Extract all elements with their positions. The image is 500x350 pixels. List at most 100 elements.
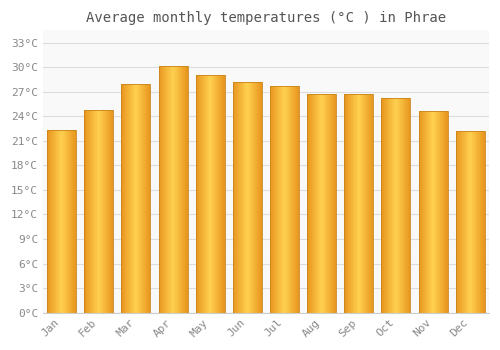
Bar (236, 82, 237, 313)
Bar (108, 110, 109, 313)
Bar (125, 84, 126, 313)
Bar (384, 98, 385, 313)
Bar (240, 82, 241, 313)
Bar (359, 94, 360, 313)
Bar (50, 130, 51, 313)
Bar (88, 110, 90, 313)
Bar (458, 131, 460, 313)
Bar (130, 84, 131, 313)
Bar (54, 130, 55, 313)
Bar (330, 94, 331, 313)
Bar (355, 94, 356, 313)
Bar (261, 82, 262, 313)
Bar (444, 111, 446, 313)
Bar (288, 86, 289, 313)
Bar (175, 65, 176, 313)
Bar (258, 82, 259, 313)
Bar (296, 86, 297, 313)
Bar (334, 94, 336, 313)
Bar (481, 131, 482, 313)
Bar (465, 131, 466, 313)
Bar (446, 111, 447, 313)
Bar (404, 98, 406, 313)
Bar (420, 111, 421, 313)
Bar (469, 131, 470, 313)
Bar (243, 82, 244, 313)
Bar (431, 111, 432, 313)
Bar (428, 111, 429, 313)
Bar (140, 84, 141, 313)
Bar (241, 82, 242, 313)
Bar (432, 111, 433, 313)
Bar (470, 131, 471, 313)
Bar (70, 130, 71, 313)
Bar (172, 65, 173, 313)
Bar (311, 94, 312, 313)
Bar (308, 94, 310, 313)
Bar (361, 94, 362, 313)
Bar (259, 82, 260, 313)
Bar (248, 82, 249, 313)
Bar (138, 84, 139, 313)
Bar (90, 110, 92, 313)
Bar (122, 84, 150, 313)
Bar (456, 131, 458, 313)
Bar (367, 94, 368, 313)
Bar (425, 111, 426, 313)
Bar (162, 65, 163, 313)
Bar (399, 98, 400, 313)
Bar (392, 98, 393, 313)
Bar (158, 65, 160, 313)
Bar (436, 111, 437, 313)
Bar (222, 75, 223, 313)
Bar (86, 110, 87, 313)
Bar (484, 131, 485, 313)
Bar (388, 98, 390, 313)
Bar (109, 110, 110, 313)
Bar (242, 82, 243, 313)
Bar (160, 65, 162, 313)
Bar (313, 94, 314, 313)
Bar (166, 65, 167, 313)
Bar (84, 110, 85, 313)
Bar (71, 130, 72, 313)
Bar (479, 131, 480, 313)
Bar (253, 82, 254, 313)
Bar (124, 84, 125, 313)
Bar (347, 94, 348, 313)
Bar (74, 130, 76, 313)
Bar (252, 82, 253, 313)
Bar (348, 94, 350, 313)
Bar (57, 130, 58, 313)
Bar (409, 98, 410, 313)
Bar (289, 86, 290, 313)
Bar (326, 94, 328, 313)
Bar (184, 65, 186, 313)
Bar (316, 94, 318, 313)
Bar (112, 110, 113, 313)
Bar (390, 98, 391, 313)
Bar (133, 84, 134, 313)
Bar (143, 84, 144, 313)
Bar (212, 75, 213, 313)
Bar (331, 94, 332, 313)
Bar (171, 65, 172, 313)
Bar (280, 86, 281, 313)
Bar (95, 110, 96, 313)
Bar (466, 131, 468, 313)
Bar (328, 94, 329, 313)
Bar (127, 84, 128, 313)
Bar (391, 98, 392, 313)
Bar (66, 130, 68, 313)
Bar (294, 86, 296, 313)
Bar (235, 82, 236, 313)
Bar (298, 86, 299, 313)
Bar (383, 98, 384, 313)
Bar (314, 94, 315, 313)
Bar (197, 75, 198, 313)
Bar (344, 94, 374, 313)
Bar (65, 130, 66, 313)
Bar (260, 82, 261, 313)
Bar (371, 94, 372, 313)
Bar (315, 94, 316, 313)
